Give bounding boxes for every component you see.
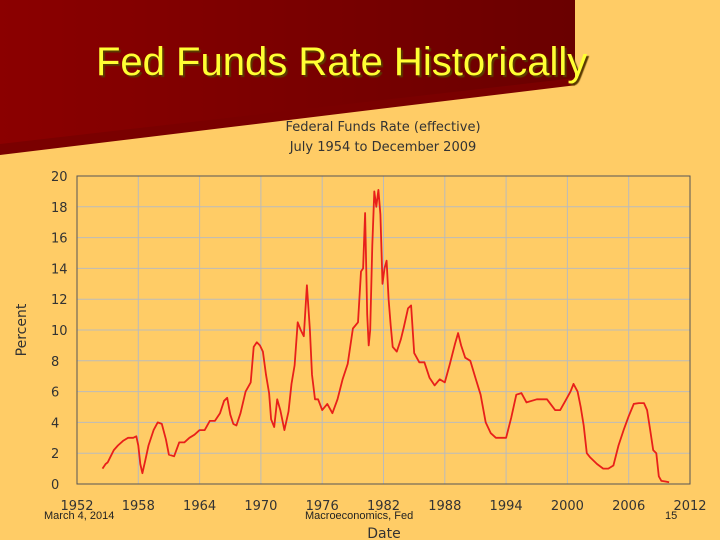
x-tick-label: 2006 bbox=[612, 499, 645, 514]
x-tick-label: 1988 bbox=[428, 499, 461, 514]
x-tick-label: 1994 bbox=[490, 499, 523, 514]
grid-layer bbox=[76, 175, 691, 485]
series-line-fed-funds bbox=[101, 189, 670, 484]
plot-frame bbox=[76, 175, 691, 485]
y-tick-label: 8 bbox=[51, 355, 59, 370]
chart-subtitle: July 1954 to December 2009 bbox=[289, 140, 477, 155]
x-tick-label: 1952 bbox=[60, 499, 93, 514]
x-tick-label: 1958 bbox=[122, 499, 155, 514]
y-tick-label: 6 bbox=[51, 386, 59, 401]
y-tick-label: 4 bbox=[51, 416, 59, 431]
y-tick-label: 18 bbox=[51, 201, 68, 216]
x-tick-label: 1970 bbox=[244, 499, 277, 514]
x-tick-label: 2012 bbox=[673, 499, 706, 514]
footer-page-number: 15 bbox=[665, 510, 678, 522]
x-axis-label: Date bbox=[367, 526, 400, 540]
x-tick-label: 1982 bbox=[367, 499, 400, 514]
y-tick-label: 14 bbox=[51, 262, 68, 277]
x-tick-label: 1964 bbox=[183, 499, 216, 514]
y-tick-label: 2 bbox=[51, 447, 59, 462]
fed-funds-chart: 0 2 4 6 8 10 12 14 16 18 20 1952 1958 1964 1970 1976 198… bbox=[14, 120, 707, 540]
y-tick-label: 16 bbox=[51, 232, 68, 247]
footer-course: Macroeconomics, Fed bbox=[305, 510, 414, 522]
y-tick-label: 0 bbox=[51, 478, 59, 493]
y-tick-label: 10 bbox=[51, 324, 68, 339]
y-axis-label: Percent bbox=[14, 303, 30, 356]
footer-date: March 4, 2014 bbox=[44, 510, 115, 522]
y-tick-label: 12 bbox=[51, 293, 68, 308]
slide-title: Fed Funds Rate Historically bbox=[96, 40, 588, 84]
chart-title: Federal Funds Rate (effective) bbox=[285, 120, 480, 135]
x-tick-label: 1976 bbox=[306, 499, 339, 514]
y-tick-label: 20 bbox=[51, 170, 68, 185]
tick-labels: 0 2 4 6 8 10 12 14 16 18 20 1952 1958 1964 1970 1976 198… bbox=[51, 170, 707, 514]
x-tick-label: 2000 bbox=[551, 499, 584, 514]
